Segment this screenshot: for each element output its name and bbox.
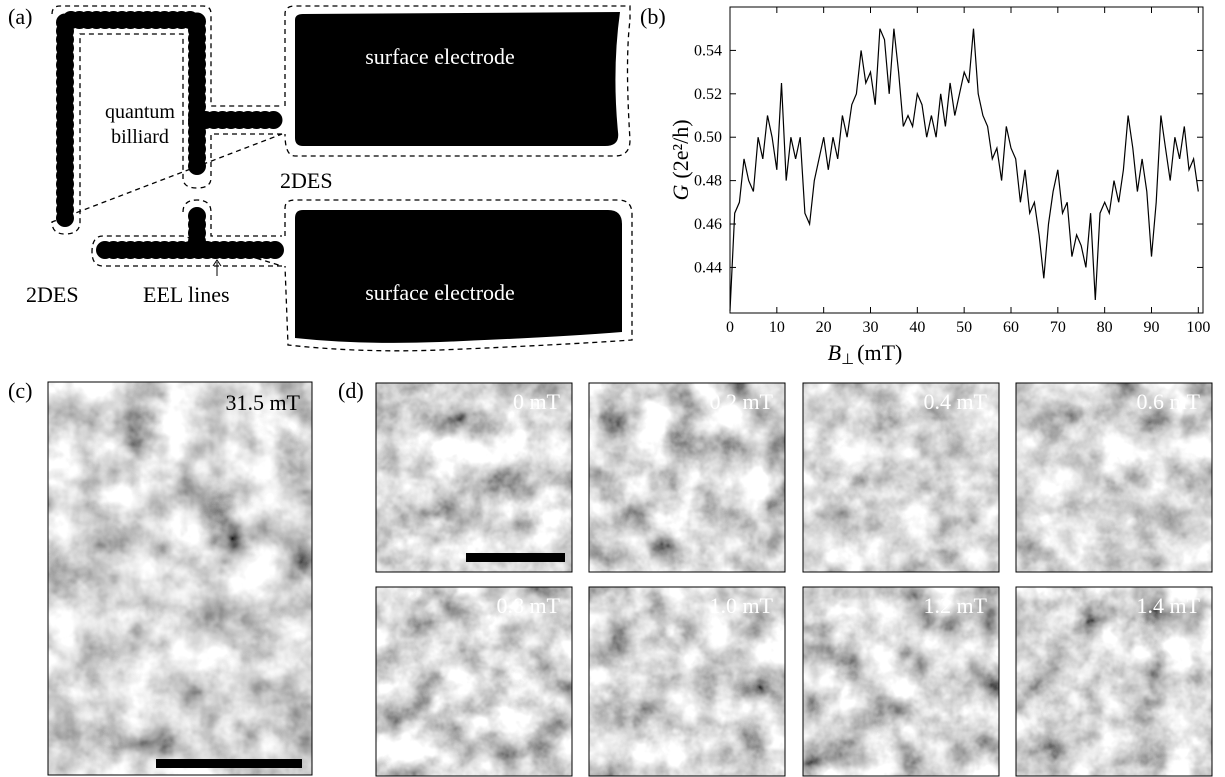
arrow: [212, 259, 222, 276]
electrode-label: surface electrode: [365, 280, 515, 305]
image-border: [802, 382, 1000, 573]
des-label: 2DES: [280, 168, 333, 193]
y-tick-label: 0.50: [694, 129, 722, 146]
x-tick-label: 90: [1143, 319, 1159, 336]
scan-image: [1016, 587, 1212, 776]
x-tick-label: 80: [1097, 319, 1113, 336]
field-label: 0.8 mT: [496, 593, 560, 618]
field-label: 31.5 mT: [225, 390, 300, 415]
plot-frame: [729, 6, 1204, 314]
field-label: 1.2 mT: [923, 593, 987, 618]
scan-image: [589, 383, 785, 572]
des-label: 2DES: [26, 282, 79, 307]
data-line: [729, 28, 1199, 311]
scan-image: [589, 587, 785, 776]
surface-electrode: [295, 210, 622, 343]
y-axis-label: G (2e²/h): [668, 119, 693, 200]
x-axis-label: B⊥ (mT): [828, 340, 903, 368]
x-label-unit: (mT): [857, 340, 902, 365]
eel-label: EEL lines: [143, 282, 230, 307]
x-tick-label: 10: [769, 319, 785, 336]
x-tick-label: 70: [1050, 319, 1066, 336]
x-tick-label: 20: [816, 319, 832, 336]
image-border: [588, 382, 786, 573]
image-border: [375, 382, 573, 573]
scale-bar: [466, 553, 565, 562]
eel-lines: [56, 11, 289, 259]
image-border: [802, 586, 1000, 777]
y-tick-label: 0.44: [694, 259, 722, 276]
x-tick-label: 50: [956, 319, 972, 336]
panel-label: (b): [640, 4, 666, 29]
field-label: 1.0 mT: [709, 593, 773, 618]
image-border: [1015, 586, 1213, 777]
billiard-label: billiard: [111, 126, 169, 148]
field-label: 0.2 mT: [709, 389, 773, 414]
electrode-label: surface electrode: [365, 44, 515, 69]
y-tick-label: 0.48: [694, 173, 722, 190]
image-border: [588, 586, 786, 777]
field-label: 0 mT: [513, 389, 561, 414]
image-border: [1015, 382, 1213, 573]
image-border: [375, 586, 573, 777]
scan-image: [803, 587, 999, 776]
scale-bar: [156, 759, 302, 768]
x-tick-label: 0: [726, 319, 734, 336]
chart: 0 10 20 30 40 50 60 70 80 90 100 0.44 0.46 0.48 0.50 0.…: [668, 6, 1210, 368]
dashed-outline: [51, 5, 633, 352]
surface-electrode: [295, 12, 620, 146]
x-tick-label: 40: [909, 319, 925, 336]
x-tick-label: 100: [1186, 319, 1210, 336]
x-tick-label: 60: [1003, 319, 1019, 336]
y-tick-label: 0.52: [694, 86, 722, 103]
x-label-symbol: B: [828, 340, 841, 365]
scan-image: [376, 587, 572, 776]
y-tick-label: 0.54: [694, 42, 722, 59]
scan-image: [803, 383, 999, 572]
x-label-subscript: ⊥: [841, 352, 854, 368]
scan-image: [376, 383, 572, 572]
panel-label: (d): [338, 378, 364, 403]
panel-label: (a): [8, 4, 32, 29]
field-label: 0.4 mT: [923, 389, 987, 414]
y-label-unit: (2e²/h): [668, 119, 693, 178]
y-tick-label: 0.46: [694, 216, 722, 233]
scan-image: [48, 382, 312, 775]
image-grid: 0 mT 0.2 mT 0.4 mT 0.6 mT 0.8 mT 1.0 mT 1.2 mT…: [375, 382, 1213, 777]
image-border: [47, 381, 313, 776]
y-label-symbol: G: [668, 185, 693, 201]
field-label: 0.6 mT: [1136, 389, 1200, 414]
panel-label: (c): [8, 378, 32, 403]
scan-image: [1016, 383, 1212, 572]
x-tick-label: 30: [862, 319, 878, 336]
field-label: 1.4 mT: [1136, 593, 1200, 618]
billiard-label: quantum: [105, 101, 175, 123]
